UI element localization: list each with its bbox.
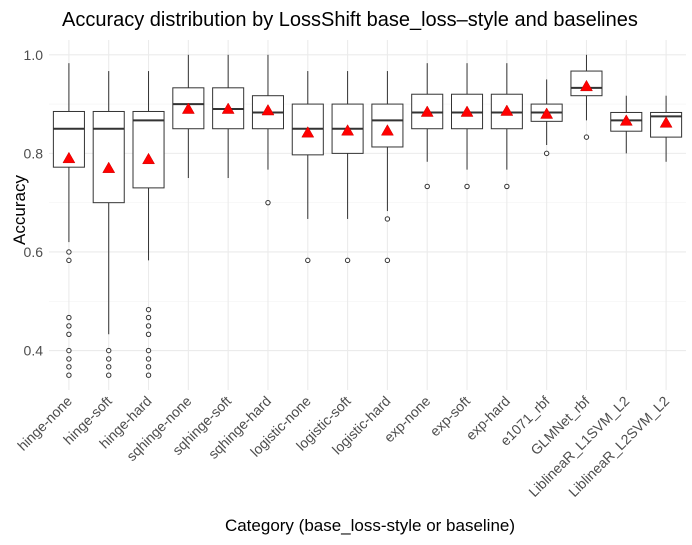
box-iqr — [371, 103, 404, 148]
mean-marker — [221, 102, 235, 114]
outlier-point — [424, 183, 430, 190]
outlier-point — [145, 356, 152, 362]
mean-marker — [261, 103, 275, 116]
boxplot-sqhinge-none — [172, 54, 205, 179]
boxplot-GLMNet_rbf — [570, 54, 603, 140]
mean-marker — [659, 116, 673, 128]
boxplot-e1071_rbf — [530, 79, 563, 157]
boxplot-LiblineaR_L2SVM_L2 — [650, 95, 683, 162]
boxplot-sqhinge-hard — [251, 54, 284, 206]
y-axis: 0.4 0.6 0.8 1.0 — [24, 47, 44, 359]
outlier-point — [66, 364, 72, 370]
outlier-point — [66, 323, 72, 329]
mean-marker — [181, 102, 195, 114]
boxplot-logistic-soft — [331, 71, 364, 264]
outlier-point — [543, 150, 550, 157]
outlier-point — [106, 356, 112, 362]
outlier-point — [66, 314, 72, 321]
boxplot-hinge-hard — [132, 71, 165, 378]
box-iqr — [172, 87, 205, 130]
x-axis-title: Category (base_loss-style or baseline) — [225, 516, 515, 535]
mean-marker — [142, 152, 155, 165]
mean-marker — [500, 104, 514, 116]
outlier-point — [66, 347, 72, 354]
outlier-point — [384, 257, 391, 264]
outlier-point — [145, 323, 152, 329]
outlier-point — [145, 364, 152, 370]
mean-marker — [62, 151, 76, 164]
mean-marker — [580, 79, 593, 92]
boxplot-exp-none — [411, 63, 444, 190]
outlier-point — [106, 364, 112, 370]
boxplot-hinge-soft — [92, 71, 125, 378]
y-tick-label: 0.8 — [24, 145, 44, 161]
outlier-point — [66, 356, 72, 362]
boxplots — [52, 54, 683, 378]
outlier-point — [583, 134, 590, 140]
outlier-point — [66, 372, 72, 378]
mean-marker — [301, 126, 315, 138]
mean-marker — [540, 107, 554, 119]
outlier-point — [464, 183, 470, 190]
boxplot-exp-hard — [490, 63, 523, 190]
outlier-point — [265, 199, 271, 206]
outlier-point — [106, 372, 112, 378]
mean-marker — [341, 124, 355, 136]
boxplot-logistic-none — [291, 71, 324, 264]
boxplot-hinge-none — [52, 63, 85, 378]
outlier-point — [66, 331, 72, 337]
outlier-point — [504, 183, 510, 190]
boxplot-LiblineaR_L1SVM_L2 — [610, 95, 643, 154]
box-iqr — [132, 110, 165, 189]
outlier-point — [305, 257, 311, 264]
outlier-point — [384, 216, 391, 222]
boxplot-logistic-hard — [371, 71, 404, 264]
outlier-point — [145, 306, 152, 313]
outlier-point — [145, 372, 152, 378]
y-tick-label: 0.4 — [24, 343, 44, 359]
mean-marker — [102, 161, 116, 173]
box-iqr — [92, 110, 125, 204]
y-tick-label: 0.6 — [24, 244, 44, 260]
y-tick-label: 1.0 — [24, 47, 44, 63]
outlier-point — [344, 257, 351, 264]
outlier-point — [106, 347, 112, 354]
mean-marker — [380, 124, 394, 136]
mean-marker — [460, 105, 474, 117]
mean-marker — [420, 105, 434, 117]
chart-title: Accuracy distribution by LossShift base_… — [62, 9, 638, 31]
outlier-point — [145, 331, 152, 337]
outlier-point — [145, 347, 152, 354]
outlier-point — [66, 249, 72, 255]
outlier-point — [145, 314, 152, 321]
boxplot-sqhinge-soft — [212, 54, 245, 179]
mean-marker — [619, 114, 633, 126]
outlier-point — [66, 257, 72, 264]
boxplot-exp-soft — [451, 63, 484, 190]
y-axis-title: Accuracy — [10, 175, 29, 245]
